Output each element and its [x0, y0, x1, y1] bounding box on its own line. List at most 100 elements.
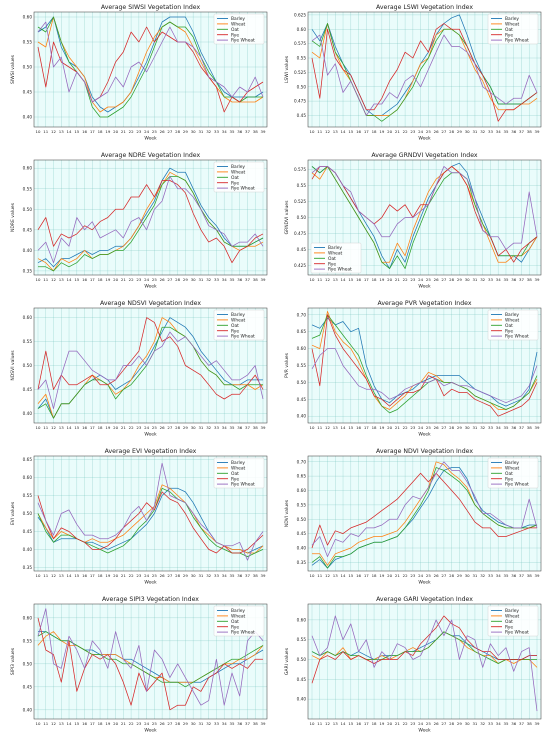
x-tick-label: 13: [59, 277, 64, 282]
legend-label: Rye Wheat: [505, 334, 529, 340]
legend-label: Oat: [505, 471, 513, 477]
x-tick-label: 12: [325, 129, 330, 134]
x-tick-label: 20: [113, 721, 118, 726]
x-tick-label: 25: [426, 573, 431, 578]
series-line-rye: [311, 472, 537, 549]
chart-panel-6: Average PVR Vegetation Index 10 11 12 13 14 15…: [284, 300, 542, 438]
x-tick-label: 14: [67, 721, 72, 726]
x-tick-label: 39: [535, 721, 540, 726]
x-tick-label: 19: [105, 277, 110, 282]
legend-label: Oat: [231, 323, 239, 329]
x-axis-label: Week: [144, 580, 157, 586]
x-tick-label: 22: [129, 129, 134, 134]
x-tick-label: 14: [341, 721, 346, 726]
x-tick-label: 13: [333, 277, 338, 282]
y-tick-label: 0.40: [23, 248, 33, 253]
x-tick-label: 36: [511, 425, 516, 430]
x-tick-label: 12: [325, 721, 330, 726]
x-tick-label: 23: [410, 573, 415, 578]
series-line-oat: [37, 16, 263, 118]
plot-frame: [307, 159, 542, 276]
y-tick-label: 0.50: [23, 511, 33, 516]
y-tick-label: 0.55: [297, 363, 307, 368]
x-tick-label: 37: [519, 425, 524, 430]
y-axis-label: LSWI values: [284, 55, 290, 83]
x-tick-label: 32: [206, 721, 211, 726]
y-axis-label: SIPI3 values: [10, 647, 16, 675]
x-tick-label: 26: [160, 573, 165, 578]
legend-label: Rye Wheat: [505, 482, 529, 488]
legend-label: Oat: [328, 256, 336, 262]
x-tick-label: 28: [449, 425, 454, 430]
plot-frame: [307, 11, 542, 128]
x-tick-label: 30: [465, 573, 470, 578]
legend-box: [213, 13, 265, 45]
x-tick-label: 20: [113, 573, 118, 578]
x-tick-label: 20: [113, 129, 118, 134]
x-tick-label: 13: [333, 721, 338, 726]
y-tick-label: 0.45: [23, 90, 33, 95]
x-tick-label: 37: [245, 721, 250, 726]
y-tick-label: 0.575: [294, 167, 306, 172]
x-tick-label: 15: [348, 277, 353, 282]
legend-label: Barley: [231, 312, 245, 318]
x-tick-label: 32: [206, 573, 211, 578]
legend-label: Barley: [505, 460, 519, 466]
y-tick-label: 0.65: [297, 474, 307, 479]
x-tick-label: 17: [90, 721, 95, 726]
y-tick-label: 0.45: [23, 387, 33, 392]
x-tick-label: 19: [105, 721, 110, 726]
x-tick-label: 29: [183, 425, 188, 430]
plot-frame: [33, 455, 268, 572]
legend-label: Rye Wheat: [231, 334, 255, 340]
legend-label: Barley: [231, 608, 245, 614]
x-tick-label: 17: [364, 721, 369, 726]
x-tick-label: 11: [43, 277, 48, 282]
plot-frame: [307, 603, 542, 720]
x-tick-label: 35: [229, 721, 234, 726]
x-tick-label: 15: [348, 573, 353, 578]
x-tick-label: 35: [503, 277, 508, 282]
x-tick-label: 11: [317, 129, 322, 134]
x-tick-label: 21: [121, 573, 126, 578]
legend-label: Rye: [505, 476, 513, 482]
x-tick-label: 19: [379, 129, 384, 134]
x-tick-label: 14: [341, 129, 346, 134]
x-tick-label: 15: [74, 129, 79, 134]
x-tick-label: 29: [183, 721, 188, 726]
legend-label: Wheat: [328, 251, 343, 257]
x-tick-label: 39: [535, 129, 540, 134]
x-axis-label: Week: [144, 136, 157, 142]
y-tick-label: 0.525: [294, 199, 306, 204]
x-tick-label: 11: [43, 573, 48, 578]
series-line-rye: [37, 26, 264, 113]
x-tick-label: 25: [426, 425, 431, 430]
x-tick-label: 35: [503, 425, 508, 430]
series-line-oat: [311, 467, 538, 569]
x-tick-label: 28: [449, 721, 454, 726]
x-tick-label: 12: [51, 129, 56, 134]
x-tick-label: 10: [310, 129, 315, 134]
legend-label: Wheat: [505, 614, 520, 620]
series-line-rye: [311, 166, 538, 263]
legend-label: Rye Wheat: [505, 38, 529, 44]
x-tick-label: 13: [333, 425, 338, 430]
x-tick-label: 37: [519, 277, 524, 282]
chart-panel-9: Average SIPI3 Vegetation Index 10 11 12 13 14…: [10, 596, 268, 734]
x-tick-label: 33: [488, 573, 493, 578]
y-tick-label: 0.50: [23, 207, 33, 212]
x-tick-label: 28: [175, 129, 180, 134]
x-tick-label: 28: [449, 573, 454, 578]
x-tick-label: 27: [167, 721, 172, 726]
chart-title: Average EVI Vegetation Index: [105, 448, 197, 455]
x-tick-label: 21: [395, 277, 400, 282]
x-tick-label: 10: [310, 721, 315, 726]
y-tick-label: 0.50: [297, 380, 307, 385]
y-tick-label: 0.60: [297, 346, 307, 351]
x-tick-label: 23: [136, 721, 141, 726]
